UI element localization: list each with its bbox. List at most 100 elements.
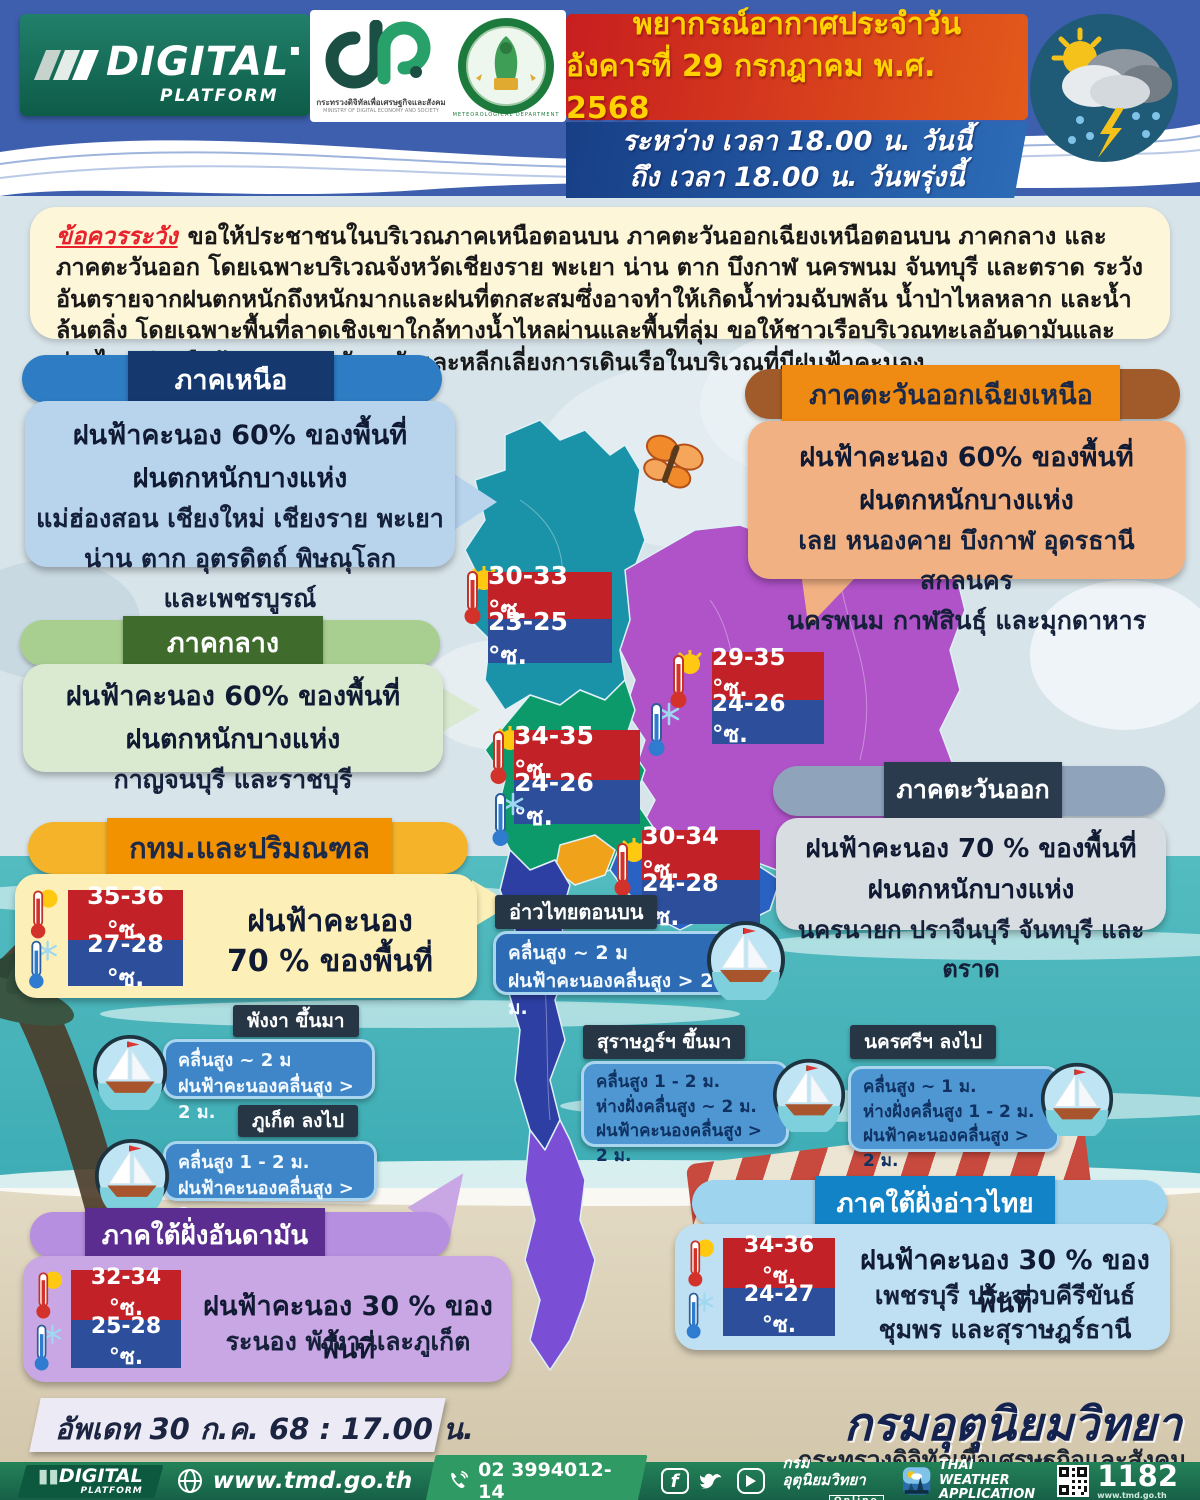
weather-icon bbox=[1030, 14, 1178, 162]
warning-label: ข้อควรระวัง bbox=[56, 222, 178, 250]
surat-line1: คลื่นสูง 1 - 2 ม. bbox=[596, 1072, 721, 1092]
sea-foam bbox=[760, 930, 1200, 960]
gulf-provinces-line1: เพชรบุรี ประจวบคีรีขันธ์ bbox=[874, 1281, 1136, 1310]
north-callout-title: ภาคเหนือ bbox=[128, 351, 334, 407]
gulf-temp-high: 34-36 °ซ. bbox=[723, 1233, 835, 1289]
east-provinces-line1: นครนายก ปราจีนบุรี จันทบุรี และตราด bbox=[797, 916, 1145, 983]
east-map-temp-high: 30-34 °ซ. bbox=[642, 822, 760, 884]
surat-body: คลื่นสูง 1 - 2 ม. ห่างฝั่งคลื่นสูง ~ 2 ม… bbox=[581, 1061, 789, 1166]
logo-bars-icon bbox=[33, 50, 100, 84]
forecast-period-banner: ระหว่าง เวลา 18.00 น. วันนี้ ถึง เวลา 18… bbox=[566, 122, 1028, 198]
upper-gulf-line2: ฝนฟ้าคะนองคลื่นสูง > 2 ม. bbox=[508, 969, 714, 1020]
forecast-title: พยากรณ์อากาศประจำวัน bbox=[632, 7, 962, 42]
seal-caption: METEOROLOGICAL DEPARTMENT bbox=[452, 112, 560, 118]
bottom-bar: ▮▮DIGITAL PLATFORM www.tmd.go.th 02 3994… bbox=[0, 1455, 1200, 1500]
warning-box: ข้อควรระวัง ขอให้ประชาชนในบริเวณภาคเหนือต… bbox=[30, 207, 1170, 376]
east-map-temp-low: 24-28 °ซ. bbox=[642, 869, 760, 931]
update-time: อัพเดท 30 ก.ค. 68 : 17.00 น. bbox=[55, 1412, 474, 1446]
bottombar-brand-digital: ▮▮DIGITAL bbox=[38, 1464, 143, 1487]
phangnga-line1: คลื่นสูง ~ 2 ม bbox=[178, 1050, 292, 1071]
app-block[interactable]: THAI WEATHER APPLICATION bbox=[902, 1457, 1040, 1500]
bangkok-forecast-bold2: 70 % ของพื้นที่ bbox=[227, 944, 433, 979]
ministry-caption-en: MINISTRY OF DIGITAL ECONOMY AND SOCIETY bbox=[323, 108, 439, 114]
phangnga-body: คลื่นสูง ~ 2 ม ฝนฟ้าคะนองคลื่นสูง > 2 ม. bbox=[163, 1039, 375, 1123]
phuket-line1: คลื่นสูง 1 - 2 ม. bbox=[178, 1152, 310, 1173]
youtube-icon[interactable] bbox=[736, 1468, 765, 1494]
cold-thermometer-icon bbox=[648, 702, 680, 756]
bangkok-temp-high: 35-36 °ซ. bbox=[68, 882, 183, 944]
ship-icon bbox=[1040, 1062, 1114, 1136]
andaman-callout-title: ภาคใต้ฝั่งอันดามัน bbox=[85, 1208, 325, 1262]
east-forecast-bold2: ฝนตกหนักบางแห่ง bbox=[867, 875, 1075, 905]
north-map-temp-low: 23-25 °ซ. bbox=[488, 607, 612, 670]
nakhonsi-header: นครศรีฯ ลงไป bbox=[850, 1025, 996, 1059]
surat-line3: ฝนฟ้าคะนองคลื่นสูง > 2 ม. bbox=[596, 1121, 763, 1166]
bangkok-temp-low: 27-28 °ซ. bbox=[68, 930, 183, 992]
northeast-provinces-line1: เลย หนองคาย บึงกาฬ อุดรธานี สกลนคร bbox=[798, 526, 1135, 595]
online-badge: Online bbox=[828, 1495, 884, 1500]
upper-gulf-header: อ่าวไทยตอนบน bbox=[495, 895, 658, 929]
northeast-forecast-bold2: ฝนตกหนักบางแห่ง bbox=[859, 485, 1074, 516]
gulf-forecast-bold1: ฝนฟ้าคะนอง 30 % ของพื้นที่ bbox=[860, 1245, 1150, 1319]
hot-thermometer-icon bbox=[36, 1271, 63, 1319]
de-ministry-logo-icon bbox=[325, 20, 431, 89]
gulf-callout-title: ภาคใต้ฝั่งอ่าวไทย bbox=[815, 1176, 1055, 1230]
ship-icon bbox=[772, 1058, 846, 1132]
upper-gulf-body: คลื่นสูง ~ 2 ม ฝนฟ้าคะนองคลื่นสูง > 2 ม. bbox=[493, 931, 733, 1019]
north-forecast-bold1: ฝนฟ้าคะนอง 60% ของพื้นที่ bbox=[72, 420, 408, 451]
bottombar-logo: ▮▮DIGITAL PLATFORM bbox=[17, 1464, 164, 1498]
facebook-icon[interactable]: f bbox=[660, 1468, 689, 1494]
brand-digital-text: DIGITAL▪ bbox=[106, 39, 302, 85]
qr-code-icon[interactable] bbox=[1057, 1465, 1090, 1497]
central-callout-body: ฝนฟ้าคะนอง 60% ของพื้นที่ ฝนตกหนักบางแห่… bbox=[23, 664, 443, 794]
andaman-temp-high: 32-34 °ซ. bbox=[71, 1265, 181, 1321]
andaman-forecast-bold1: ฝนฟ้าคะนอง 30 % ของพื้นที่ bbox=[203, 1291, 493, 1365]
hot-thermometer-icon bbox=[688, 1239, 715, 1287]
north-provinces-line2: น่าน ตาก อุตรดิตถ์ พิษณุโลก bbox=[83, 544, 397, 573]
northeast-callout-title: ภาคตะวันออกเฉียงเหนือ bbox=[782, 365, 1120, 423]
tmd-seal-icon bbox=[458, 18, 554, 114]
phuket-header: ภูเก็ต ลงไป bbox=[238, 1105, 359, 1137]
bangkok-forecast-bold1: ฝนฟ้าคะนอง bbox=[247, 904, 413, 939]
north-provinces-line1: แม่ฮ่องสอน เชียงใหม่ เชียงราย พะเยา bbox=[36, 504, 444, 533]
east-callout-title: ภาคตะวันออก bbox=[884, 762, 1062, 818]
central-callout-title: ภาคกลาง bbox=[123, 616, 323, 668]
hot-thermometer-icon bbox=[614, 838, 646, 896]
northeast-provinces-line2: นครพนม กาฬสินธุ์ และมุกดาหาร bbox=[786, 606, 1147, 635]
phangnga-header: พังงา ขึ้นมา bbox=[233, 1005, 359, 1037]
bangkok-callout-title: กทม.และปริมณฑล bbox=[107, 818, 392, 878]
hotline-number: 1182 bbox=[1097, 1459, 1178, 1493]
nakhonsi-line1: คลื่นสูง ~ 1 ม. bbox=[863, 1077, 977, 1097]
butterfly-icon bbox=[643, 434, 704, 489]
globe-icon bbox=[177, 1469, 202, 1493]
twitter-icon[interactable] bbox=[698, 1468, 728, 1494]
surat-line2: ห่างฝั่งคลื่นสูง ~ 2 ม. bbox=[596, 1096, 757, 1117]
northeast-forecast-bold1: ฝนฟ้าคะนอง 60% ของพื้นที่ bbox=[799, 442, 1134, 473]
cold-thermometer-icon bbox=[34, 1324, 62, 1371]
central-forecast-bold2: ฝนตกหนักบางแห่ง bbox=[125, 724, 341, 755]
period-line2: ถึง เวลา 18.00 น. วันพรุ่งนี้ bbox=[629, 162, 965, 193]
ship-icon bbox=[94, 1138, 170, 1214]
east-callout-body: ฝนฟ้าคะนอง 70 % ของพื้นที่ ฝนตกหนักบางแห… bbox=[776, 818, 1166, 983]
hot-thermometer-icon bbox=[670, 650, 702, 708]
andaman-temp-low: 25-28 °ซ. bbox=[71, 1314, 181, 1370]
gulf-callout-body: 34-36 °ซ. 24-27 °ซ. ฝนฟ้าคะนอง 30 % ของพ… bbox=[675, 1224, 1170, 1350]
gulf-temp-low: 24-27 °ซ. bbox=[723, 1282, 835, 1338]
phone-link[interactable]: 02 3994012-14 bbox=[424, 1455, 649, 1500]
central-map-temp-high: 34-35 °ซ. bbox=[514, 721, 640, 784]
weather-app-icon bbox=[902, 1467, 931, 1495]
website-link[interactable]: www.tmd.go.th bbox=[177, 1468, 412, 1494]
app-caption: THAI WEATHER APPLICATION bbox=[938, 1457, 1036, 1500]
phuket-body: คลื่นสูง 1 - 2 ม. ฝนฟ้าคะนองคลื่นสูง > 2… bbox=[163, 1141, 377, 1225]
map-region-peninsula-lower bbox=[524, 1119, 596, 1371]
org-name: กรมอุตุนิยมวิทยา bbox=[843, 1397, 1182, 1451]
period-line1: ระหว่าง เวลา 18.00 น. วันนี้ bbox=[621, 125, 973, 157]
cloud bbox=[1030, 580, 1200, 730]
phone-icon bbox=[451, 1470, 469, 1489]
social-caption: กรมอุตุนิยมวิทยา bbox=[782, 1454, 866, 1489]
central-map-temp-low: 24-26 °ซ. bbox=[514, 768, 640, 831]
cold-thermometer-icon bbox=[686, 1292, 714, 1339]
bangkok-callout-body: 35-36 °ซ. 27-28 °ซ. ฝนฟ้าคะนอง 70 % ของพ… bbox=[15, 874, 477, 998]
upper-gulf-line1: คลื่นสูง ~ 2 ม bbox=[508, 942, 628, 964]
gulf-provinces-line2: ชุมพร และสุราษฎร์ธานี bbox=[878, 1315, 1132, 1344]
